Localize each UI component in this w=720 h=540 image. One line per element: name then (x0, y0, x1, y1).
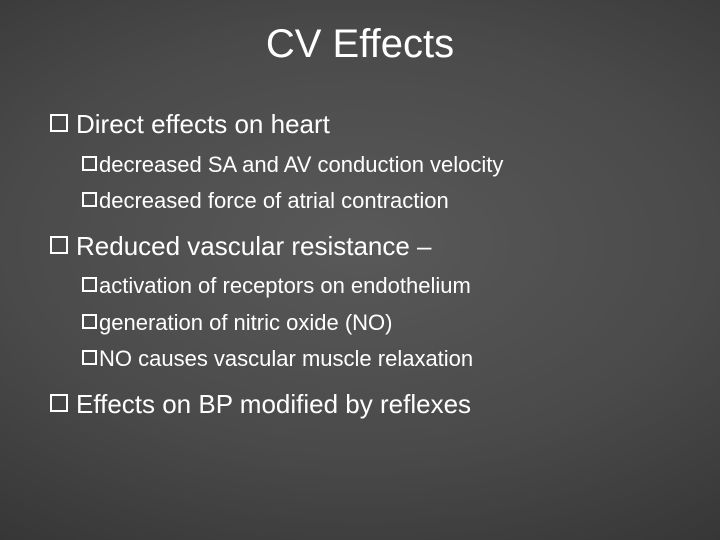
square-bullet-icon (82, 192, 97, 207)
slide: CV Effects Direct effects on heart decre… (0, 0, 720, 540)
bullet-text: activation of receptors on endothelium (99, 272, 670, 301)
bullet-level2: activation of receptors on endothelium (82, 272, 670, 301)
bullet-level2: NO causes vascular muscle relaxation (82, 345, 670, 374)
bullet-level1: Direct effects on heart (50, 108, 670, 141)
square-bullet-icon (50, 394, 68, 412)
bullet-text: Direct effects on heart (76, 108, 670, 141)
bullet-level2: generation of nitric oxide (NO) (82, 309, 670, 338)
square-bullet-icon (50, 236, 68, 254)
bullet-text: decreased force of atrial contraction (99, 187, 670, 216)
bullet-level2: decreased SA and AV conduction velocity (82, 151, 670, 180)
square-bullet-icon (82, 277, 97, 292)
square-bullet-icon (82, 156, 97, 171)
bullet-text: Effects on BP modified by reflexes (76, 388, 670, 421)
bullet-text: Reduced vascular resistance – (76, 230, 670, 263)
bullet-level2: decreased force of atrial contraction (82, 187, 670, 216)
square-bullet-icon (82, 350, 97, 365)
bullet-text: NO causes vascular muscle relaxation (99, 345, 670, 374)
bullet-level1: Reduced vascular resistance – (50, 230, 670, 263)
bullet-text: decreased SA and AV conduction velocity (99, 151, 670, 180)
bullet-text: generation of nitric oxide (NO) (99, 309, 670, 338)
bullet-level1: Effects on BP modified by reflexes (50, 388, 670, 421)
square-bullet-icon (82, 314, 97, 329)
slide-content: Direct effects on heart decreased SA and… (50, 108, 670, 430)
slide-title: CV Effects (0, 22, 720, 67)
square-bullet-icon (50, 114, 68, 132)
